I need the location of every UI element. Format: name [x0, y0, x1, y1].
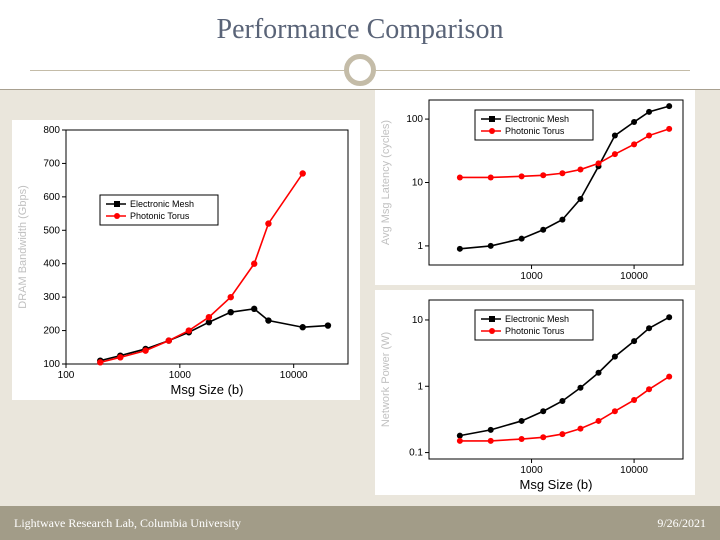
slide: Performance Comparison 100 200 300 400 500 60… — [0, 0, 720, 540]
svg-text:1000: 1000 — [169, 370, 192, 381]
svg-text:1: 1 — [417, 241, 423, 252]
svg-text:Electronic Mesh: Electronic Mesh — [130, 199, 194, 209]
content-area: 100 200 300 400 500 600 700 800 100 1000 10000 Msg … — [0, 90, 720, 506]
svg-text:0.1: 0.1 — [409, 448, 423, 459]
svg-text:200: 200 — [43, 326, 60, 337]
svg-text:10000: 10000 — [620, 465, 648, 476]
svg-text:100: 100 — [406, 114, 423, 125]
svg-text:Photonic Torus: Photonic Torus — [130, 211, 190, 221]
svg-text:700: 700 — [43, 158, 60, 169]
svg-text:100: 100 — [58, 370, 75, 381]
svg-text:10000: 10000 — [280, 370, 308, 381]
latency-chart: 1 10 100 1000 10000 Avg Msg Latency (cycles) E… — [375, 90, 695, 285]
footer-right: 9/26/2021 — [657, 516, 706, 531]
svg-text:Electronic Mesh: Electronic Mesh — [505, 314, 569, 324]
svg-text:300: 300 — [43, 292, 60, 303]
title-area: Performance Comparison — [0, 0, 720, 90]
power-chart: 0.1 1 10 1000 10000 Msg Size (b) Network Power… — [375, 290, 695, 495]
svg-text:1000: 1000 — [520, 271, 543, 282]
svg-text:1000: 1000 — [520, 465, 543, 476]
title-ornament-circle — [344, 54, 376, 86]
svg-text:10: 10 — [412, 315, 424, 326]
svg-text:600: 600 — [43, 192, 60, 203]
svg-text:800: 800 — [43, 125, 60, 136]
svg-text:400: 400 — [43, 259, 60, 270]
svg-text:100: 100 — [43, 359, 60, 370]
svg-text:10: 10 — [412, 178, 424, 189]
svg-text:10000: 10000 — [620, 271, 648, 282]
svg-text:Photonic Torus: Photonic Torus — [505, 326, 565, 336]
footer: Lightwave Research Lab, Columbia Univers… — [0, 506, 720, 540]
footer-left: Lightwave Research Lab, Columbia Univers… — [14, 516, 241, 531]
svg-text:Msg Size (b): Msg Size (b) — [520, 477, 593, 492]
svg-text:500: 500 — [43, 225, 60, 236]
bandwidth-chart: 100 200 300 400 500 600 700 800 100 1000 10000 Msg … — [12, 120, 360, 400]
svg-text:Electronic Mesh: Electronic Mesh — [505, 114, 569, 124]
slide-title: Performance Comparison — [0, 0, 720, 46]
svg-text:1: 1 — [417, 381, 423, 392]
svg-text:Network Power (W): Network Power (W) — [380, 332, 392, 427]
svg-text:DRAM Bandwidth (Gbps): DRAM Bandwidth (Gbps) — [17, 185, 29, 309]
svg-text:Avg Msg Latency (cycles): Avg Msg Latency (cycles) — [380, 120, 392, 245]
svg-text:Msg Size (b): Msg Size (b) — [171, 382, 244, 397]
svg-text:Photonic Torus: Photonic Torus — [505, 126, 565, 136]
